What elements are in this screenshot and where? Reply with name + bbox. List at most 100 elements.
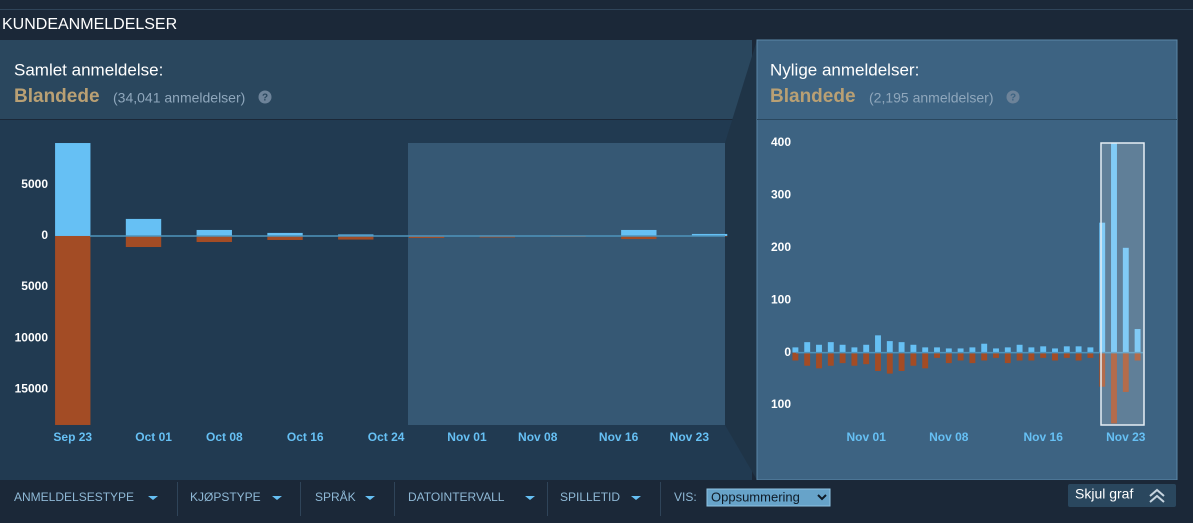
bar	[827, 352, 834, 366]
y-tick-label: 100	[771, 397, 791, 411]
bar	[1016, 352, 1023, 361]
hide-graph-button[interactable]	[1068, 484, 1176, 507]
filter-arrow	[631, 496, 641, 500]
bar	[1075, 352, 1082, 361]
bar	[1099, 222, 1106, 353]
chevron	[1149, 488, 1165, 503]
hide-graph-text: Skjul graf	[1075, 486, 1133, 502]
x-tick-label: Oct 16	[287, 430, 324, 444]
x-tick-label: Nov 16	[599, 430, 639, 444]
recent-range	[408, 143, 725, 425]
bar	[55, 235, 91, 425]
filter-hit[interactable]	[8, 484, 171, 512]
x-tick-label: Oct 08	[206, 430, 243, 444]
bar	[898, 352, 905, 371]
bar	[125, 235, 162, 248]
filter-arrow	[148, 496, 158, 500]
filter-label: KJØPSTYPE	[190, 490, 261, 504]
filter-arrow	[272, 496, 282, 500]
bar	[1028, 347, 1035, 353]
bar	[267, 232, 303, 236]
bar	[993, 352, 999, 358]
review-count: (34,041 anmeldelser)	[113, 90, 245, 106]
bar	[125, 218, 162, 236]
filter-arrow	[525, 496, 535, 500]
bar	[1099, 352, 1106, 387]
bar	[922, 347, 929, 353]
bar	[804, 342, 811, 353]
bar	[691, 233, 728, 236]
bar	[1122, 352, 1129, 392]
bar	[1063, 352, 1070, 358]
bar	[910, 344, 917, 353]
bar	[863, 344, 870, 353]
bar	[1087, 347, 1094, 353]
bar	[338, 234, 374, 236]
bar	[981, 352, 988, 361]
x-tick-label: Nov 08	[929, 430, 969, 444]
help-icon[interactable]	[1006, 90, 1020, 104]
rating: Blandede	[770, 86, 856, 107]
bar	[1028, 352, 1035, 361]
bar	[827, 342, 834, 353]
bar	[621, 235, 657, 240]
bar	[1004, 347, 1011, 353]
bar	[792, 347, 799, 353]
filter-hit[interactable]	[402, 484, 541, 512]
bar	[886, 341, 893, 353]
bar	[1040, 346, 1047, 353]
bar	[981, 343, 988, 353]
bar	[1134, 352, 1141, 361]
filter-hit[interactable]	[309, 484, 388, 512]
bar	[934, 352, 940, 358]
panel-heading: Nylige anmeldelser:	[770, 60, 919, 79]
view-select-text: Oppsummering	[711, 489, 800, 504]
y-tick-label: 5000	[21, 279, 48, 293]
bar	[479, 235, 515, 238]
x-tick-label: Nov 23	[1106, 430, 1146, 444]
bar	[1075, 346, 1082, 353]
section-title: KUNDEANMELDELSER	[2, 16, 177, 33]
help-icon[interactable]	[258, 90, 272, 104]
bar	[839, 352, 846, 364]
y-tick-label: 0	[784, 345, 791, 359]
filter-label: SPRÅK	[315, 489, 356, 504]
bar	[1052, 348, 1058, 353]
bar	[196, 235, 232, 243]
bar	[55, 143, 91, 236]
connector	[725, 40, 757, 480]
y-tick-label: 15000	[15, 381, 49, 395]
x-tick-label: Nov 23	[670, 430, 710, 444]
bar	[816, 344, 822, 353]
bar	[898, 342, 905, 353]
bar	[1111, 352, 1117, 424]
bar	[934, 347, 940, 353]
x-tick-label: Nov 08	[518, 430, 558, 444]
bar	[945, 348, 952, 353]
filter-hit[interactable]	[554, 484, 654, 512]
bar	[1052, 352, 1058, 361]
filter-label: DATOINTERVALL	[408, 490, 505, 504]
bar	[957, 352, 964, 361]
filter-arrow	[365, 496, 375, 500]
filter-label: SPILLETID	[560, 490, 620, 504]
view-select[interactable]	[706, 488, 831, 507]
rating: Blandede	[14, 86, 100, 107]
bar	[886, 352, 893, 374]
bar	[1122, 247, 1129, 353]
select-arrow	[817, 494, 827, 501]
recent-highlight	[1100, 142, 1145, 426]
x-tick-label: Oct 24	[368, 430, 405, 444]
x-tick-label: Sep 23	[53, 430, 92, 444]
x-tick-label: Oct 01	[135, 430, 172, 444]
bar	[969, 347, 976, 353]
bar	[816, 352, 822, 369]
bar	[1004, 352, 1011, 364]
filter-hit[interactable]	[184, 484, 294, 512]
y-tick-label: 400	[771, 135, 791, 149]
bar	[621, 229, 657, 236]
bar	[1063, 346, 1070, 353]
y-tick-label: 10000	[15, 330, 49, 344]
bar	[910, 352, 917, 366]
bar	[875, 335, 881, 353]
